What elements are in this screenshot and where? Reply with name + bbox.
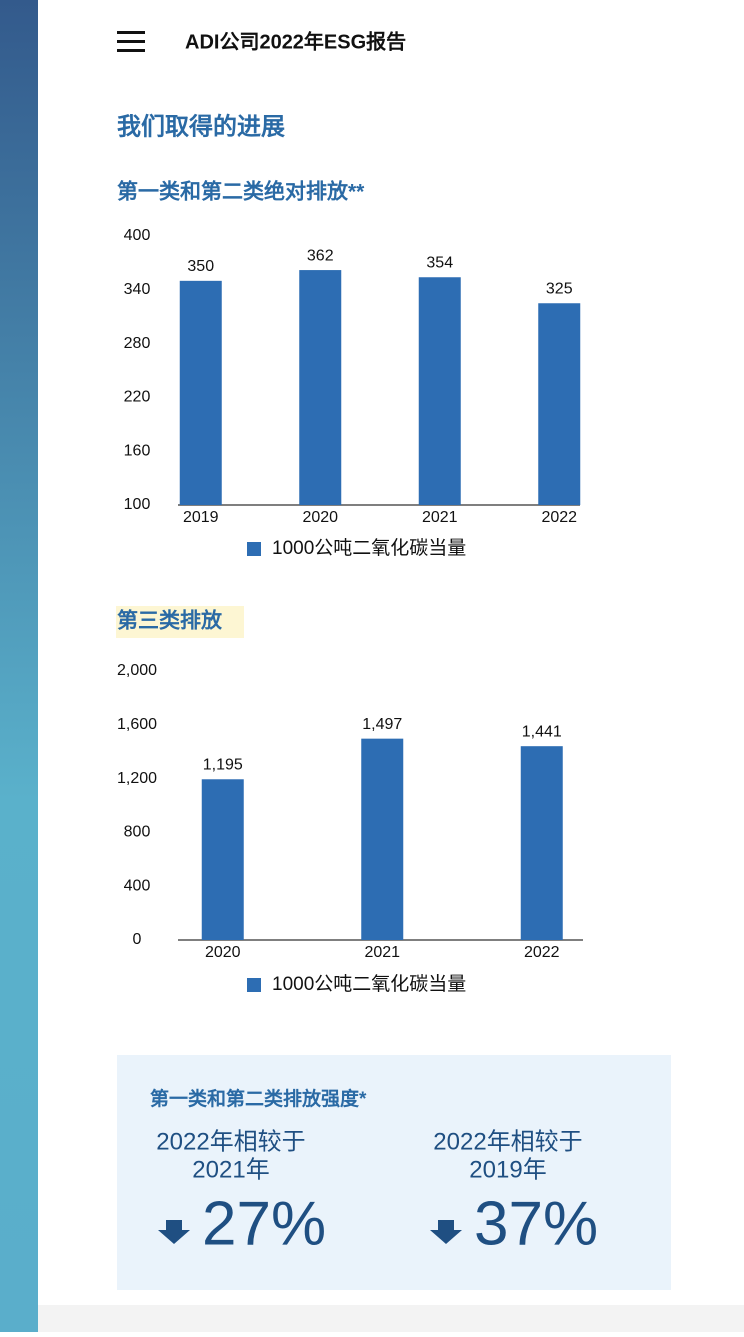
down-arrow bbox=[158, 1220, 190, 1244]
x-tick-label: 2020 bbox=[205, 944, 241, 961]
value-label: 350 bbox=[187, 258, 214, 275]
value-label: 1,497 bbox=[362, 716, 402, 733]
value-label: 1,441 bbox=[522, 723, 562, 740]
x-tick-label: 2021 bbox=[422, 509, 458, 526]
x-tick-label: 2019 bbox=[183, 509, 219, 526]
y-tick-label: 2,000 bbox=[117, 662, 157, 679]
y-tick-label: 220 bbox=[124, 389, 151, 406]
y-tick-label: 280 bbox=[124, 335, 151, 352]
y-tick-label: 1,200 bbox=[117, 770, 157, 787]
value-label: 354 bbox=[426, 254, 453, 271]
header-title: ADI公司2022年ESG报告 bbox=[185, 29, 406, 53]
x-tick-label: 2022 bbox=[524, 944, 560, 961]
legend-swatch bbox=[247, 978, 261, 992]
y-tick-label: 1,600 bbox=[117, 716, 157, 733]
value-label: 1,195 bbox=[203, 756, 243, 773]
bar bbox=[361, 738, 404, 940]
value-label: 325 bbox=[546, 280, 573, 297]
intensity-line: 2022年相较于 bbox=[156, 1128, 305, 1155]
legend-label: 1000公吨二氧化碳当量 bbox=[272, 537, 466, 559]
legend-label: 1000公吨二氧化碳当量 bbox=[272, 973, 466, 995]
title-highlight bbox=[116, 606, 244, 638]
y-tick-label: 0 bbox=[133, 931, 142, 948]
down-arrow bbox=[430, 1220, 462, 1244]
intensity-box bbox=[117, 1055, 671, 1290]
x-tick-label: 2021 bbox=[364, 944, 400, 961]
bar bbox=[201, 779, 244, 940]
intensity-change: 37% bbox=[474, 1189, 598, 1258]
y-tick-label: 340 bbox=[124, 281, 151, 298]
bottom-bar bbox=[38, 1305, 744, 1332]
x-tick-label: 2022 bbox=[541, 509, 577, 526]
legend-swatch bbox=[247, 542, 261, 556]
y-tick-label: 400 bbox=[124, 227, 151, 244]
intensity-line: 2021年 bbox=[192, 1156, 269, 1183]
x-tick-label: 2020 bbox=[302, 509, 338, 526]
section-title: 我们取得的进展 bbox=[117, 112, 285, 140]
bar bbox=[538, 303, 581, 505]
side-strip bbox=[0, 0, 38, 1332]
value-label: 362 bbox=[307, 247, 334, 264]
bar bbox=[520, 746, 563, 940]
y-tick-label: 400 bbox=[124, 877, 151, 894]
y-tick-label: 100 bbox=[124, 496, 151, 513]
y-tick-label: 160 bbox=[124, 442, 151, 459]
y-tick-label: 800 bbox=[124, 824, 151, 841]
chart-title: 第三类排放 bbox=[117, 609, 223, 633]
intensity-line: 2022年相较于 bbox=[433, 1128, 582, 1155]
intensity-change: 27% bbox=[202, 1189, 326, 1258]
intensity-line: 2019年 bbox=[469, 1156, 546, 1183]
chart-title: 第一类和第二类绝对排放** bbox=[117, 180, 365, 204]
bar bbox=[299, 270, 342, 505]
bar bbox=[418, 277, 461, 505]
menu-button[interactable] bbox=[117, 31, 145, 52]
intensity-title: 第一类和第二类排放强度* bbox=[150, 1087, 367, 1110]
bar bbox=[179, 280, 222, 505]
